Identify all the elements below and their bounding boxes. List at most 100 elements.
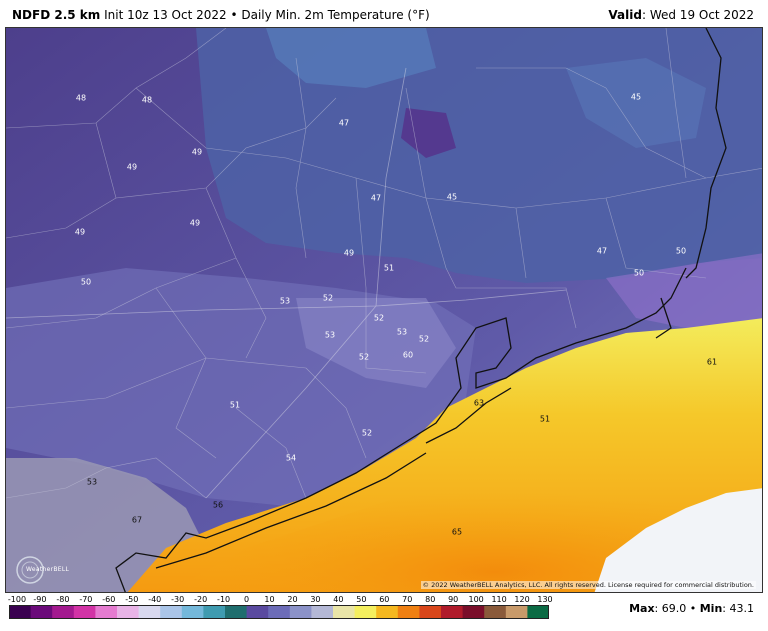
colorbar-segment: [160, 605, 183, 619]
product-description: Init 10z 13 Oct 2022 • Daily Min. 2m Tem…: [104, 8, 430, 22]
colorbar-tick-label: -20: [194, 595, 208, 604]
temperature-label: 60: [402, 350, 414, 360]
colorbar-tick-label: 10: [264, 595, 275, 604]
temperature-label: 51: [539, 414, 551, 424]
colorbar-segment: [419, 605, 442, 619]
temperature-label: 48: [141, 95, 153, 105]
temperature-label: 52: [322, 293, 334, 303]
max-value: : 69.0 •: [654, 602, 697, 615]
temperature-colorbar: [9, 605, 549, 619]
colorbar-tick-label: 80: [425, 595, 436, 604]
valid-value: : Wed 19 Oct 2022: [641, 8, 754, 22]
max-min-summary: Max: 69.0 • Min: 43.1: [629, 602, 754, 615]
valid-label: Valid: [608, 8, 642, 22]
colorbar-segment: [333, 605, 356, 619]
max-label: Max: [629, 602, 655, 615]
colorbar-segment: [505, 605, 528, 619]
colorbar-tick-label: -30: [171, 595, 185, 604]
colorbar-segment: [311, 605, 334, 619]
model-name: NDFD 2.5 km: [12, 8, 101, 22]
temperature-label: 53: [324, 330, 336, 340]
colorbar-tick-label: 60: [379, 595, 390, 604]
temperature-label: 50: [80, 277, 92, 287]
colorbar-segment: [527, 605, 549, 619]
temperature-label: 53: [279, 296, 291, 306]
temperature-label: 50: [633, 268, 645, 278]
temperature-label: 53: [86, 477, 98, 487]
colorbar-tick-label: 130: [537, 595, 553, 604]
temperature-label: 47: [338, 118, 350, 128]
colorbar-tick-label: 0: [244, 595, 250, 604]
colorbar-tick-label: -100: [7, 595, 27, 604]
colorbar-segment: [52, 605, 75, 619]
temperature-map: 48 48 47 45 49 49 47 45 49 49 49 51 47 5…: [5, 27, 763, 593]
colorbar-segment: [441, 605, 464, 619]
colorbar-tick-label: 20: [287, 595, 298, 604]
temperature-label: 52: [361, 428, 373, 438]
colorbar-segment: [30, 605, 53, 619]
temperature-label: 47: [370, 193, 382, 203]
colorbar-border: [9, 605, 549, 619]
colorbar-tick-label: 50: [356, 595, 367, 604]
temperature-label: 52: [358, 352, 370, 362]
logo-text: WeatherBELL: [26, 566, 70, 573]
temperature-label: 65: [451, 527, 463, 537]
valid-date: Valid: Wed 19 Oct 2022: [608, 8, 754, 22]
colorbar-segment: [225, 605, 248, 619]
colorbar-segment: [484, 605, 507, 619]
colorbar-tick-label: -70: [79, 595, 93, 604]
colorbar-tick-label: 40: [333, 595, 344, 604]
temperature-label: 47: [596, 246, 608, 256]
colorbar-segment: [268, 605, 291, 619]
temperature-label: 49: [74, 227, 86, 237]
colorbar-tick-labels: -100 -90 -80 -70 -60 -50 -40 -30 -20 -10 0 10 20 30 40…: [0, 595, 560, 605]
temperature-label: 61: [706, 357, 718, 367]
colorbar-segment: [9, 605, 32, 619]
temperature-label: 54: [285, 453, 297, 463]
map-graphic: [6, 28, 762, 592]
temperature-label: 50: [675, 246, 687, 256]
colorbar-segment: [246, 605, 269, 619]
header-bar: NDFD 2.5 km Init 10z 13 Oct 2022 • Daily…: [0, 0, 768, 28]
colorbar-tick-label: 70: [402, 595, 413, 604]
temperature-label: 45: [446, 192, 458, 202]
temperature-label: 63: [473, 398, 485, 408]
colorbar-tick-label: 90: [448, 595, 459, 604]
colorbar-tick-label: 120: [514, 595, 530, 604]
colorbar-segment: [117, 605, 140, 619]
temperature-label: 48: [75, 93, 87, 103]
temperature-label: 56: [212, 500, 224, 510]
temperature-label: 51: [229, 400, 241, 410]
colorbar-tick-label: -50: [125, 595, 139, 604]
colorbar-segment: [203, 605, 226, 619]
temperature-label: 49: [191, 147, 203, 157]
min-label: Min: [699, 602, 723, 615]
colorbar-tick-label: -10: [217, 595, 231, 604]
colorbar-segment: [95, 605, 118, 619]
temperature-label: 49: [189, 218, 201, 228]
temperature-label: 49: [126, 162, 138, 172]
colorbar-segment: [462, 605, 485, 619]
temperature-label: 51: [383, 263, 395, 273]
copyright-notice: © 2022 WeatherBELL Analytics, LLC. All r…: [420, 581, 756, 589]
colorbar-tick-label: -40: [148, 595, 162, 604]
colorbar-segment: [181, 605, 204, 619]
temperature-label: 52: [418, 334, 430, 344]
colorbar-segment: [354, 605, 377, 619]
colorbar-segment: [376, 605, 399, 619]
min-value: : 43.1: [722, 602, 754, 615]
temperature-label: 49: [343, 248, 355, 258]
colorbar-tick-label: 30: [310, 595, 321, 604]
temperature-label: 53: [396, 327, 408, 337]
colorbar-tick-label: -80: [56, 595, 70, 604]
colorbar-segment: [73, 605, 96, 619]
colorbar-segment: [138, 605, 161, 619]
temperature-label: 67: [131, 515, 143, 525]
colorbar-segment: [397, 605, 420, 619]
map-title: NDFD 2.5 km Init 10z 13 Oct 2022 • Daily…: [12, 8, 430, 22]
colorbar-tick-label: -90: [33, 595, 47, 604]
temperature-label: 45: [630, 92, 642, 102]
colorbar-segment: [289, 605, 312, 619]
colorbar-tick-label: 110: [491, 595, 507, 604]
colorbar-tick-label: -60: [102, 595, 116, 604]
